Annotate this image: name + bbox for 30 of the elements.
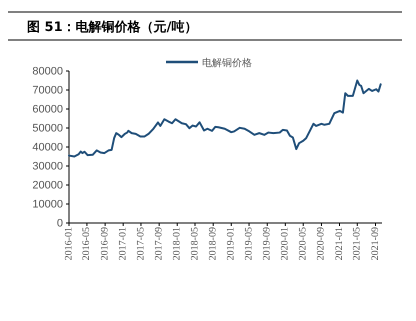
y-tick-label: 10000 (32, 198, 63, 211)
legend-label: 电解铜价格 (202, 57, 252, 69)
y-tick-label: 50000 (32, 122, 63, 135)
x-tick-label: 2021-09 (370, 227, 381, 260)
x-tick-label: 2021-05 (352, 227, 363, 260)
y-tick-label: 40000 (32, 142, 63, 154)
x-tick-label: 2016-05 (81, 227, 92, 260)
x-tick-label: 2019-09 (262, 227, 273, 260)
x-tick-label: 2021-01 (334, 227, 345, 260)
x-tick-label: 2019-05 (243, 227, 254, 260)
x-tick-label: 2017-05 (135, 227, 146, 260)
x-tick-label: 2020-05 (298, 227, 309, 260)
chart-title: 图 51：电解铜价格（元/吨） (27, 20, 198, 35)
x-tick-label: 2018-05 (189, 227, 200, 260)
y-tick-label: 70000 (32, 84, 63, 97)
x-tick-label: 2016-01 (63, 227, 74, 260)
y-tick-label: 80000 (32, 66, 63, 78)
x-tick-label: 2018-09 (208, 227, 219, 260)
x-tick-label: 2018-01 (172, 227, 183, 260)
line-series (68, 80, 382, 158)
y-tick-label: 30000 (32, 160, 63, 173)
x-tick-label: 2020-09 (316, 227, 327, 260)
x-tick-label: 2020-01 (280, 227, 291, 260)
x-tick-label: 2017-09 (153, 227, 164, 260)
y-tick-label: 0 (56, 218, 63, 230)
x-tick-label: 2016-09 (99, 227, 110, 260)
x-tick-label: 2019-01 (226, 227, 237, 260)
x-tick-label: 2017-01 (117, 227, 128, 260)
y-tick-label: 20000 (32, 180, 63, 192)
y-tick-label: 60000 (32, 104, 63, 116)
